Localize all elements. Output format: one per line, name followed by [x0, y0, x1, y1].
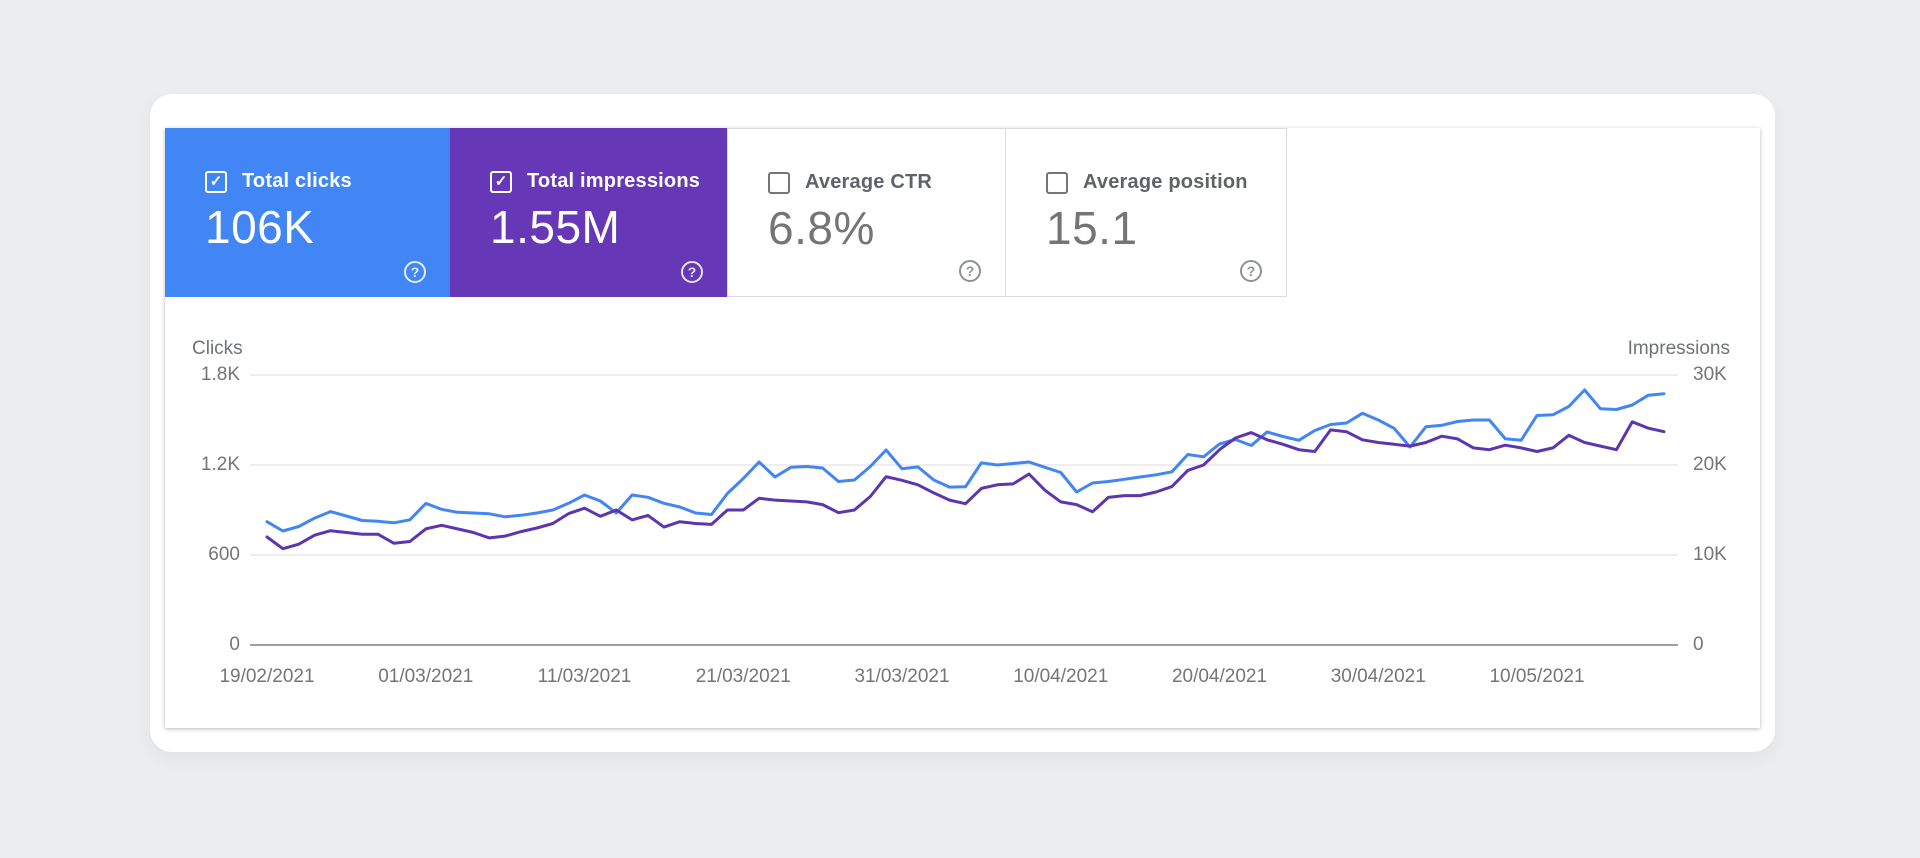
metric-card-value: 15.1: [1046, 202, 1138, 254]
impressions-line[interactable]: [265, 420, 1666, 551]
checkbox-unchecked-icon[interactable]: [1046, 171, 1068, 194]
x-axis-date-label: 01/03/2021: [378, 666, 474, 687]
x-axis-date-label: 11/03/2021: [537, 666, 632, 687]
metric-card-total-clicks[interactable]: ✓ Total clicks 106K ?: [165, 128, 450, 297]
metric-card-header: Average position: [1046, 171, 1248, 194]
metric-card-value: 6.8%: [768, 202, 875, 254]
x-axis-date-label: 19/02/2021: [219, 666, 315, 687]
y-axis-tick-label: 10K: [1693, 544, 1727, 565]
x-axis-date-label: 10/04/2021: [1013, 666, 1109, 687]
checkbox-checked-icon[interactable]: ✓: [490, 170, 512, 193]
metric-card-label: Average position: [1083, 171, 1248, 193]
checkbox-checked-icon[interactable]: ✓: [205, 170, 227, 193]
metric-card-value: 1.55M: [490, 201, 621, 253]
x-axis-date-label: 21/03/2021: [695, 666, 791, 687]
y-axis-tick-label: 20K: [1693, 454, 1727, 475]
screenshot-frame: ✓ Total clicks 106K ? ✓ Total impression…: [150, 94, 1775, 752]
metric-card-average-ctr[interactable]: Average CTR 6.8% ?: [727, 128, 1006, 297]
x-axis-date-label: 31/03/2021: [854, 666, 950, 687]
performance-panel: ✓ Total clicks 106K ? ✓ Total impression…: [165, 128, 1760, 728]
help-icon[interactable]: ?: [1240, 260, 1262, 282]
y-axis-tick-label: 30K: [1693, 364, 1727, 385]
metric-card-header: ✓ Total clicks: [205, 170, 352, 193]
metric-card-average-position[interactable]: Average position 15.1 ?: [1006, 128, 1287, 297]
left-axis-title: Clicks: [192, 338, 243, 359]
metric-card-label: Total clicks: [242, 170, 352, 192]
right-axis-title: Impressions: [1627, 338, 1730, 359]
help-icon[interactable]: ?: [959, 260, 981, 282]
x-axis-date-label: 30/04/2021: [1330, 666, 1426, 687]
metric-card-value: 106K: [205, 201, 315, 253]
metric-card-header: Average CTR: [768, 171, 932, 194]
y-axis-tick-label: 0: [229, 634, 240, 655]
checkbox-unchecked-icon[interactable]: [768, 171, 790, 194]
x-axis-date-label: 10/05/2021: [1489, 666, 1585, 687]
clicks-line[interactable]: [265, 388, 1666, 533]
y-axis-tick-label: 1.8K: [200, 364, 240, 385]
metric-card-label: Average CTR: [805, 171, 933, 193]
help-icon[interactable]: ?: [404, 261, 426, 283]
help-icon[interactable]: ?: [681, 261, 703, 283]
metric-card-label: Total impressions: [527, 170, 701, 192]
y-axis-tick-label: 600: [208, 544, 240, 565]
performance-line-chart[interactable]: [165, 128, 1760, 728]
x-axis-date-label: 20/04/2021: [1171, 666, 1268, 687]
metric-card-total-impressions[interactable]: ✓ Total impressions 1.55M ?: [450, 128, 727, 297]
y-axis-tick-label: 1.2K: [200, 454, 240, 475]
metric-card-header: ✓ Total impressions: [490, 170, 700, 193]
y-axis-tick-label: 0: [1693, 634, 1704, 655]
